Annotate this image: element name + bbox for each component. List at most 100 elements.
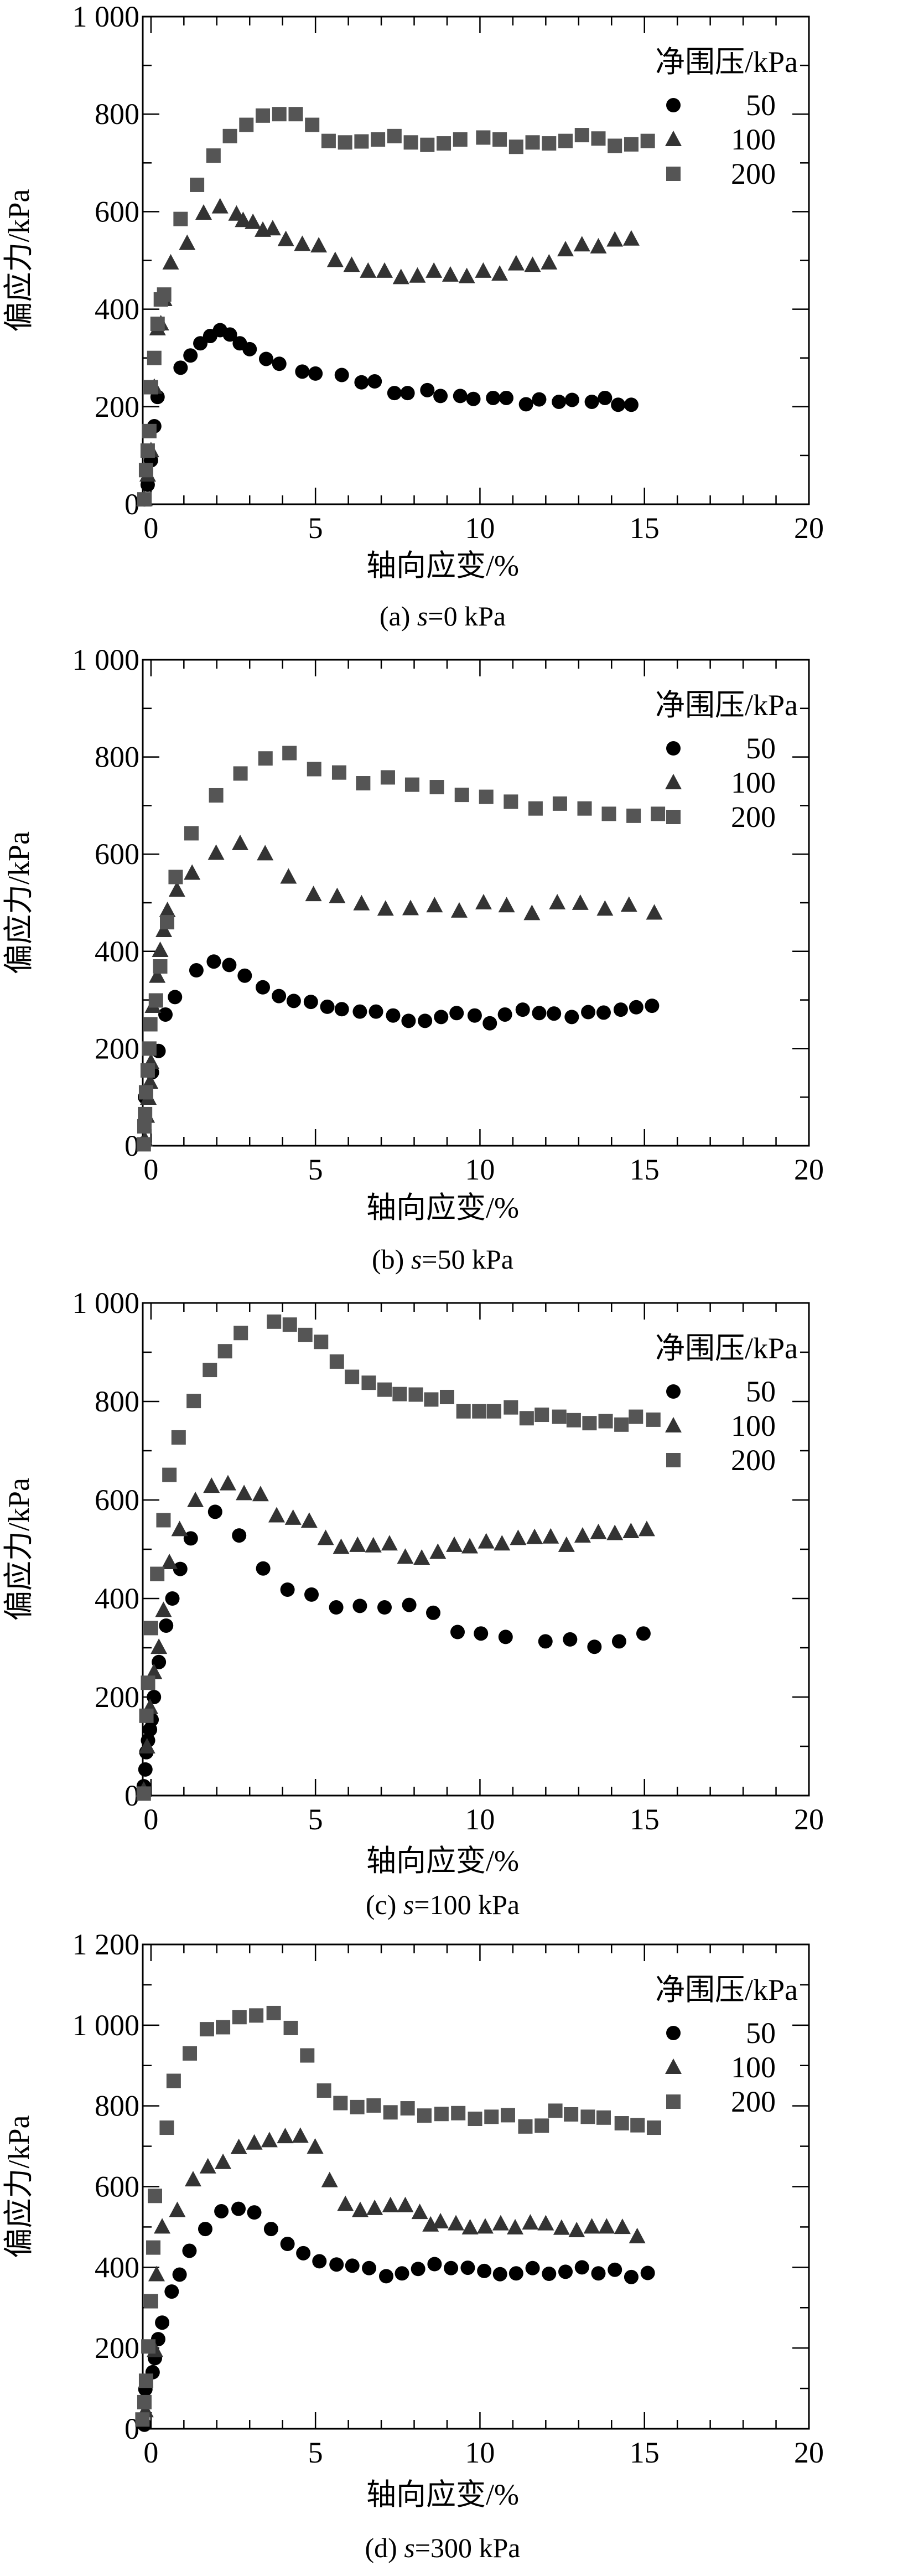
legend-marker-200 <box>666 810 681 824</box>
data-point-200 <box>168 870 183 884</box>
legend-marker-100 <box>665 131 682 146</box>
legend-label-200: 200 <box>731 1444 776 1477</box>
data-point-100 <box>376 262 393 278</box>
data-point-100 <box>219 1475 236 1491</box>
data-point-50 <box>352 1004 367 1019</box>
data-point-200 <box>548 2103 563 2118</box>
data-point-200 <box>137 492 152 507</box>
data-point-200 <box>138 2373 153 2388</box>
series-100 <box>136 198 640 506</box>
data-point-200 <box>316 2083 331 2098</box>
data-point-200 <box>454 788 469 803</box>
data-point-100 <box>321 2171 338 2187</box>
x-tick-label: 15 <box>630 511 660 545</box>
y-tick-label: 400 <box>95 293 139 326</box>
x-axis-label: 轴向应变/% <box>366 549 519 582</box>
data-point-200 <box>233 766 248 781</box>
data-point-50 <box>387 386 402 401</box>
data-point-50 <box>206 954 221 969</box>
data-point-200 <box>626 808 641 823</box>
chart-panel-c: 0 5 10 15 200 200 400 600 800 1 000 轴向应变/% 偏应力/kPa (… <box>2 1286 824 1920</box>
data-point-200 <box>138 1106 153 1121</box>
data-point-100 <box>150 1638 168 1654</box>
y-axis-label: 偏应力/kPa <box>2 1478 35 1621</box>
data-point-100 <box>478 1533 495 1549</box>
data-point-50 <box>453 389 468 404</box>
data-point-200 <box>456 1404 471 1419</box>
data-point-100 <box>620 896 637 912</box>
data-point-100 <box>352 2201 369 2217</box>
y-tick-label: 800 <box>95 1385 139 1418</box>
data-point-200 <box>137 1119 152 1134</box>
data-point-200 <box>518 2119 533 2134</box>
legend-marker-50 <box>666 98 681 112</box>
data-point-100 <box>171 1520 188 1537</box>
data-point-100 <box>498 897 515 913</box>
data-point-100 <box>622 1522 640 1538</box>
data-point-200 <box>451 2106 466 2120</box>
y-tick-label: 200 <box>95 390 139 423</box>
data-point-100 <box>349 1536 366 1552</box>
data-point-200 <box>434 2107 449 2122</box>
data-point-50 <box>272 356 287 371</box>
x-axis-label: 轴向应变/% <box>366 1844 519 1877</box>
data-point-50 <box>168 990 183 1005</box>
data-point-100 <box>231 834 248 850</box>
data-point-50 <box>564 1010 579 1025</box>
data-point-100 <box>614 2218 631 2234</box>
legend-label-200: 200 <box>731 157 776 190</box>
data-point-100 <box>392 268 409 285</box>
data-point-50 <box>377 1600 392 1615</box>
data-point-50 <box>547 1006 562 1021</box>
data-point-50 <box>158 1007 173 1022</box>
legend-marker-50 <box>666 1384 681 1399</box>
data-point-100 <box>606 231 624 247</box>
data-point-100 <box>523 904 541 920</box>
series-50 <box>136 954 660 1151</box>
data-point-50 <box>401 1013 416 1028</box>
data-point-100 <box>333 1538 350 1554</box>
data-point-200 <box>577 801 592 816</box>
caption-value: =100 kPa <box>414 1889 520 1920</box>
legend-label-50: 50 <box>746 2016 776 2050</box>
data-point-50 <box>173 360 188 375</box>
data-point-50 <box>334 1002 349 1017</box>
data-point-100 <box>277 230 294 246</box>
data-point-100 <box>294 235 311 251</box>
data-point-50 <box>492 2267 507 2282</box>
series-200 <box>136 746 666 1152</box>
data-point-200 <box>298 1327 313 1342</box>
x-tick-label: 10 <box>465 1153 495 1186</box>
data-point-50 <box>258 351 273 366</box>
data-point-100 <box>522 2214 539 2230</box>
data-point-200 <box>630 2118 645 2133</box>
data-point-200 <box>157 287 172 302</box>
data-point-100 <box>187 1491 204 1507</box>
data-point-200 <box>150 1566 165 1581</box>
data-point-200 <box>582 1416 597 1431</box>
data-point-200 <box>350 2099 365 2114</box>
data-point-100 <box>622 230 640 246</box>
caption-value: =0 kPa <box>428 601 506 632</box>
y-tick-label: 400 <box>95 935 139 968</box>
data-point-200 <box>417 2108 432 2123</box>
data-point-100 <box>148 2265 165 2282</box>
plot-frame <box>142 659 810 1147</box>
data-point-200 <box>288 107 303 122</box>
x-tick-label: 5 <box>308 511 323 545</box>
data-point-100 <box>307 2138 324 2154</box>
data-point-50 <box>552 394 567 409</box>
data-point-200 <box>504 1400 518 1415</box>
data-point-200 <box>640 133 655 148</box>
data-point-100 <box>596 900 614 916</box>
data-point-50 <box>362 2261 377 2275</box>
data-point-200 <box>598 1414 613 1429</box>
data-point-50 <box>308 366 323 381</box>
data-point-200 <box>331 765 346 780</box>
data-point-100 <box>510 1529 527 1545</box>
data-point-200 <box>239 117 254 132</box>
data-point-50 <box>418 1013 433 1028</box>
data-point-100 <box>257 845 274 861</box>
